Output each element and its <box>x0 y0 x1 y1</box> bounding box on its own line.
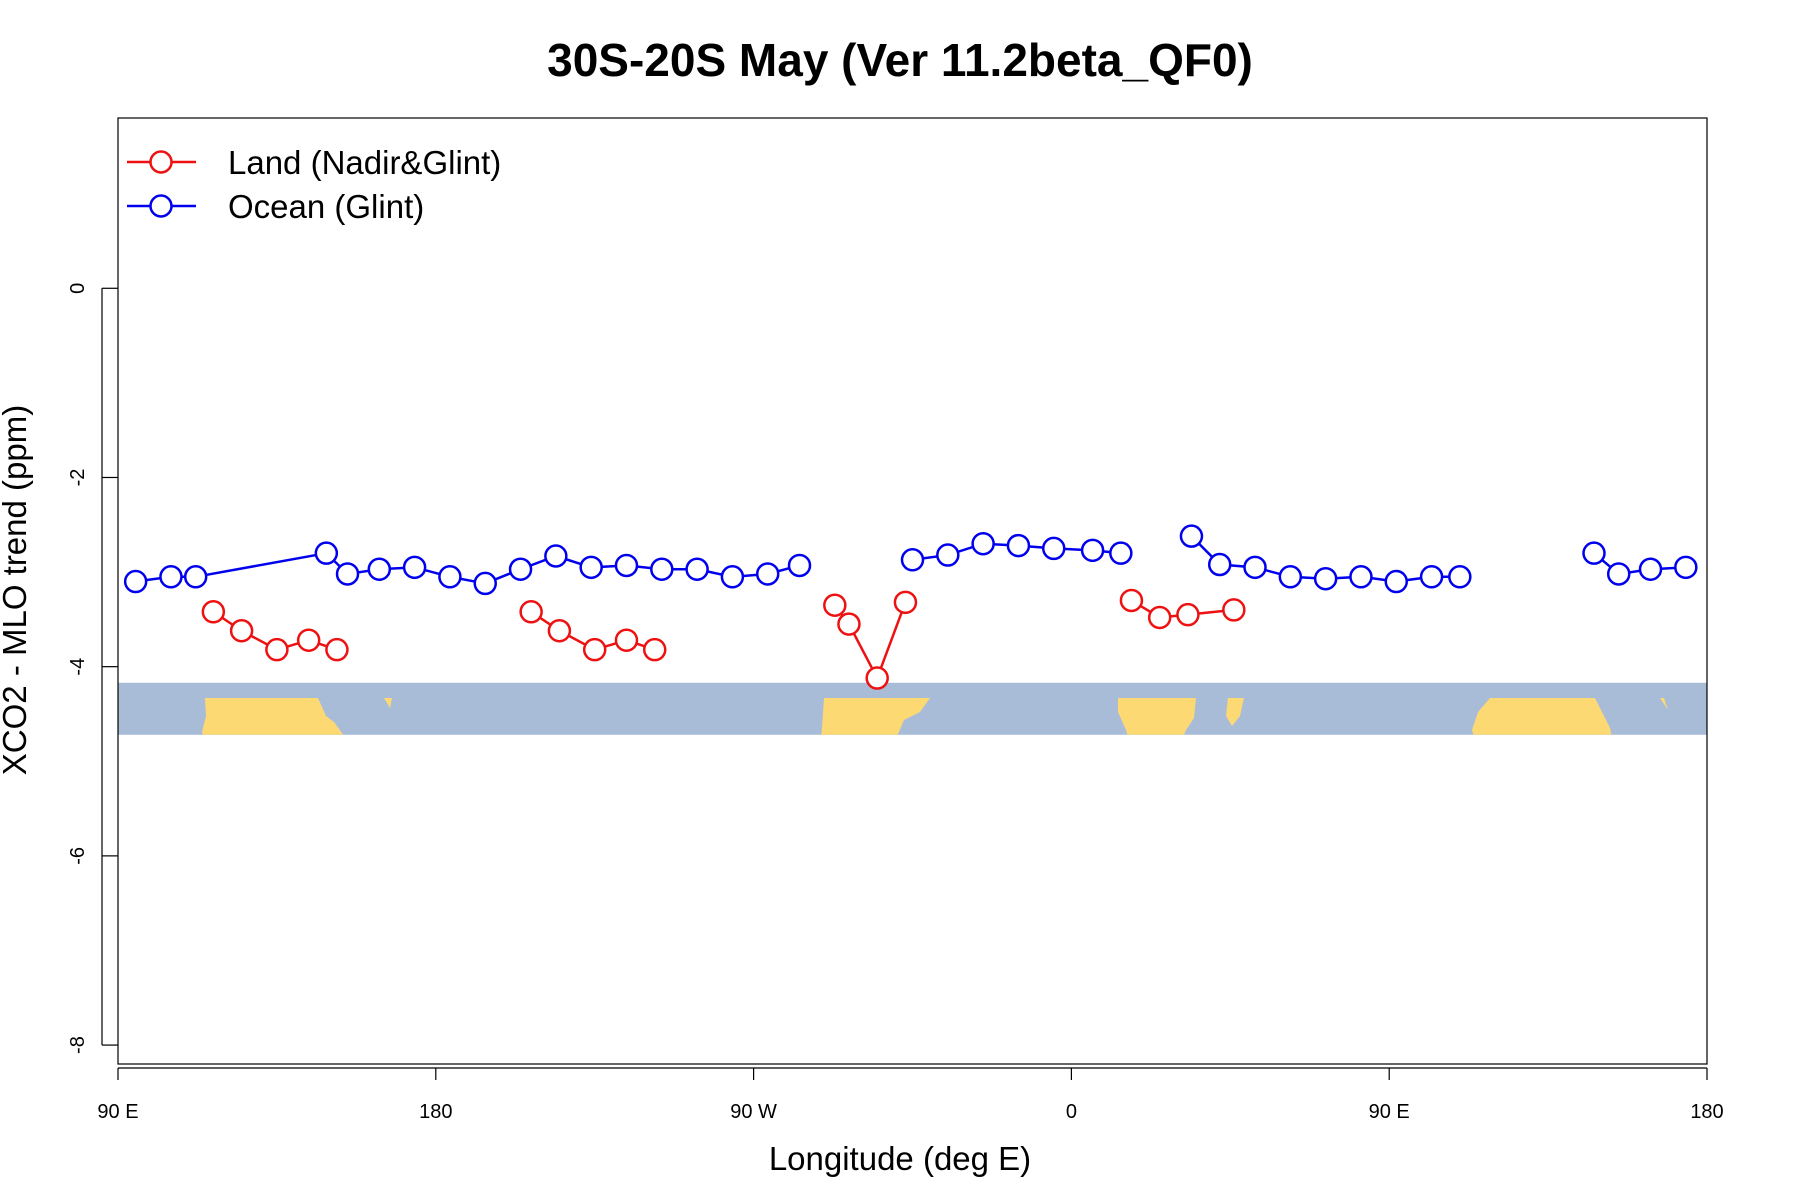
data-point <box>720 565 745 589</box>
series-layer <box>123 524 1698 690</box>
data-point <box>1006 533 1031 558</box>
data-point <box>837 612 861 636</box>
y-tick-label: -8 <box>67 1036 89 1054</box>
x-tick-label: 0 <box>1066 1101 1077 1123</box>
land-islet-1 <box>384 698 392 708</box>
data-point <box>787 553 812 578</box>
data-point <box>936 543 960 567</box>
x-tick-label: 180 <box>1690 1101 1723 1123</box>
data-point <box>1448 565 1472 589</box>
data-point <box>1384 569 1409 594</box>
data-point <box>614 553 639 578</box>
series-land <box>201 588 1246 690</box>
data-point <box>1278 565 1303 589</box>
series-line-segment <box>1130 599 1234 619</box>
data-point <box>755 562 780 586</box>
y-tick-label: -2 <box>67 469 89 487</box>
data-point <box>1147 605 1172 630</box>
legend-label-land: Land (Nadir&Glint) <box>228 144 501 181</box>
data-point <box>438 565 462 589</box>
data-point <box>123 569 148 594</box>
x-axis: 90 E 180 90 W 0 90 E 180 <box>97 1067 1724 1123</box>
data-point <box>650 557 674 581</box>
land-africa <box>1118 698 1196 735</box>
data-point <box>335 562 360 586</box>
data-point <box>1207 552 1232 577</box>
data-point <box>544 544 568 568</box>
land-australia <box>202 698 344 735</box>
data-point <box>823 593 847 617</box>
data-point <box>971 531 995 556</box>
x-tick-label: 180 <box>419 1101 452 1123</box>
land-south-america <box>821 698 930 735</box>
series-line-segment <box>1593 552 1686 576</box>
data-point <box>367 557 392 581</box>
x-tick-label: 90 W <box>730 1101 777 1123</box>
data-point <box>508 557 533 581</box>
data-point <box>1080 538 1105 563</box>
y-tick-label: 0 <box>67 283 89 294</box>
data-point <box>579 555 603 580</box>
y-tick-label: -4 <box>67 658 89 676</box>
data-point <box>1041 536 1066 561</box>
data-point <box>547 618 572 643</box>
plot-area <box>117 117 1708 1065</box>
data-point <box>183 565 208 589</box>
data-point <box>582 637 607 662</box>
data-point <box>614 628 639 652</box>
data-point <box>1222 598 1246 622</box>
data-point <box>229 618 254 643</box>
y-axis: 0 -2 -4 -6 -8 <box>67 283 118 1054</box>
land-islet-2 <box>1660 698 1668 710</box>
data-point <box>865 666 889 690</box>
data-point <box>1176 602 1200 627</box>
data-point <box>1119 588 1144 613</box>
data-point <box>201 600 226 624</box>
y-tick-label: -6 <box>67 847 89 865</box>
data-point <box>1638 557 1663 581</box>
map-strip <box>118 682 1707 735</box>
data-point <box>159 565 183 589</box>
legend: Land (Nadir&Glint) Ocean (Glint) <box>127 144 501 225</box>
data-point <box>519 600 543 624</box>
land-australia-repeat <box>1472 698 1612 735</box>
data-point <box>1582 541 1606 565</box>
chart-title: 30S-20S May (Ver 11.2beta_QF0) <box>547 34 1253 86</box>
x-tick-label: 90 E <box>97 1101 138 1123</box>
data-point <box>900 548 925 572</box>
data-point <box>1179 524 1204 548</box>
data-point <box>1606 562 1631 586</box>
data-point <box>473 571 497 596</box>
data-point <box>685 557 709 581</box>
data-point <box>1313 566 1338 591</box>
legend-marker-land <box>149 150 173 174</box>
data-point <box>1674 555 1698 580</box>
land-madagascar <box>1226 698 1244 726</box>
data-point <box>893 590 918 615</box>
data-point <box>1109 541 1133 565</box>
legend-marker-ocean <box>149 194 173 218</box>
data-point <box>296 628 321 652</box>
data-point <box>402 555 427 580</box>
series-ocean <box>123 524 1698 596</box>
data-point <box>1349 565 1373 589</box>
data-point <box>325 637 349 662</box>
data-point <box>314 541 339 565</box>
y-axis-label: XCO2 - MLO trend (ppm) <box>0 405 33 775</box>
data-point <box>265 637 289 662</box>
data-point <box>642 637 667 662</box>
data-point <box>1243 555 1267 580</box>
legend-label-ocean: Ocean (Glint) <box>228 188 424 225</box>
x-tick-label: 90 E <box>1369 1101 1410 1123</box>
series-line-segment <box>833 601 907 682</box>
x-axis-label: Longitude (deg E) <box>769 1140 1031 1177</box>
data-point <box>1419 565 1444 589</box>
